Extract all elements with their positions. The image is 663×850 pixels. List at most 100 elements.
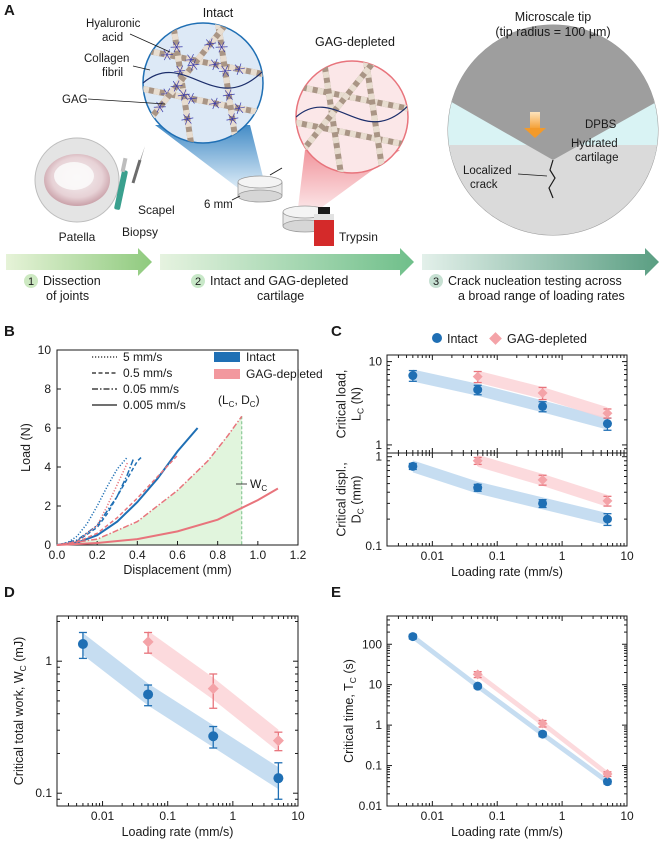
point-gag (602, 408, 613, 419)
curve-gag-0-005-mm-s (56, 487, 279, 546)
x-axis-label-b: Displacement (mm) (123, 563, 231, 577)
point-intact (538, 729, 548, 739)
gag-bristle (224, 65, 229, 72)
hyaluronic-label-1: Hyaluronic (86, 18, 141, 30)
panel-a: A Intact GAG-depleted Hyaluronic acid Co… (4, 2, 659, 303)
y-axis-label-sub: C (356, 508, 366, 514)
trypsin-bottle-icon (314, 207, 334, 246)
panel-label-a: A (4, 2, 15, 19)
gag-bristle (219, 70, 226, 72)
plot-frame (56, 615, 299, 807)
gag-bristle (183, 114, 188, 120)
point-intact (143, 689, 154, 700)
gag-bristle (218, 41, 222, 48)
y-axis-label: Critical load, LC (N) (335, 370, 366, 439)
x-tick-label: 10 (620, 809, 634, 823)
point-intact (602, 514, 612, 524)
point-gag (602, 768, 613, 779)
curve-gag-0-05-mm-s (56, 415, 243, 546)
point-intact (602, 777, 612, 787)
y-tick-label-b: 2 (44, 499, 51, 513)
hydrated-label-1: Hydrated (571, 138, 618, 150)
wc-annotation: WC (250, 477, 267, 493)
gag-bristle (176, 80, 180, 87)
y-axis-label-text: Critical displ., (335, 462, 349, 536)
hyaluronic-chain (296, 105, 408, 123)
gag-bristle (181, 118, 188, 121)
gag-bristle (176, 65, 181, 72)
x-tick-label: 1 (559, 549, 566, 563)
gag-bristle (212, 64, 216, 71)
point-intact (408, 461, 418, 471)
gag-bristle (163, 49, 168, 55)
trend-band-intact (412, 460, 608, 526)
step1-line2: of joints (46, 289, 89, 303)
gag-bristle (166, 49, 171, 55)
curve-intact-0-5-mm-s (56, 456, 142, 546)
gag-bristle (209, 38, 213, 45)
curve-intact-0-05-mm-s (56, 458, 135, 546)
crack-pointer (517, 173, 548, 177)
gag-bristle (232, 117, 239, 120)
localized-label-1: Localized (463, 165, 512, 177)
x-tick-label: 0.1 (489, 809, 506, 823)
x-tick-label: 1 (230, 809, 237, 823)
gag-bristle (176, 41, 180, 48)
x-tick-label: 0.01 (421, 549, 445, 563)
gag-bristle (238, 107, 244, 113)
x-tick-label-b: 0.0 (49, 548, 66, 562)
gag-bristle (177, 94, 184, 97)
gag-bristle (228, 94, 233, 100)
gag-bristle (224, 90, 230, 96)
y-axis-label-unit: (mJ) (12, 637, 26, 665)
y-axis-label-unit: (N) (350, 387, 364, 408)
gag-bristle (221, 65, 226, 72)
gag-bristle (214, 63, 221, 65)
x-tick-label: 0.01 (91, 809, 115, 823)
y-axis-label-unit: (mm) (350, 476, 364, 509)
gag-bristle (222, 94, 229, 97)
step2-line1: Intact and GAG-depleted (210, 274, 348, 288)
legend-b-rate-1: 5 mm/s (123, 350, 162, 364)
step1-badge (24, 274, 38, 288)
step3-arrow (422, 248, 659, 276)
gag-pointer (87, 98, 166, 105)
gag-bristle (238, 63, 242, 70)
intact-title: Intact (203, 6, 234, 20)
y-axis-label-sub: C (348, 677, 358, 683)
panel-label-d: D (4, 584, 15, 601)
collagen-band-3 (215, 23, 239, 143)
intact-disk (237, 175, 283, 203)
collagen-band-3 (363, 61, 386, 173)
collagen-band-0 (143, 47, 263, 77)
gag-bristle (234, 64, 240, 70)
gag-bristle (233, 68, 240, 71)
x-axis-label: Loading rate (mm/s) (451, 565, 563, 579)
point-intact (602, 419, 612, 429)
y-tick-label-b: 4 (44, 460, 51, 474)
scapel-label: Scapel (138, 203, 175, 217)
trend-band-intact (412, 633, 608, 785)
gag-bristle (234, 103, 240, 109)
intact-network-image (142, 22, 264, 144)
gag-bristle (226, 118, 233, 121)
y-axis-label-line: Critical load, (335, 370, 349, 439)
x-tick-label-b: 0.4 (129, 548, 146, 562)
gag-bristle (214, 103, 219, 109)
step1-arrow (6, 248, 152, 276)
gag-bristle (173, 41, 177, 48)
biopsy-label: Biopsy (122, 225, 158, 239)
legend-c-intact: Intact (447, 332, 478, 346)
gag-bristle (188, 98, 192, 105)
gag-bristle (183, 93, 190, 96)
gag-bristle (226, 94, 230, 101)
hydrated-label-2: cartilage (575, 152, 618, 164)
y-axis-label-unit: (s) (342, 659, 356, 677)
gag-bristle (230, 118, 233, 125)
y-tick-label: 0.1 (365, 539, 382, 553)
y-axis-label-text: D (350, 514, 364, 523)
step1-line1: Dissection (43, 274, 101, 288)
gag-bristle (193, 64, 198, 70)
trend-band-intact (82, 632, 279, 790)
gag-bristle (163, 88, 168, 94)
